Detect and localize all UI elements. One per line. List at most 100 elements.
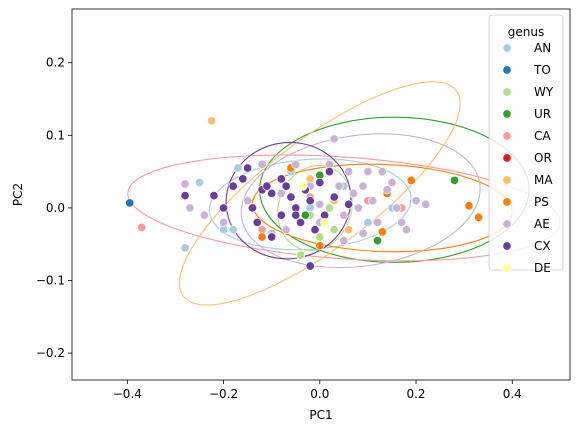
data-point-ma (206, 116, 217, 126)
data-point-wy (329, 225, 339, 235)
data-point-cx (310, 225, 320, 235)
x-axis-label: PC1 (309, 408, 332, 422)
legend-marker-ca (502, 131, 512, 141)
data-point-wy (315, 232, 325, 242)
data-point-cx (286, 192, 296, 202)
legend-label-ma: MA (534, 173, 553, 187)
confidence-ellipse-ae (240, 133, 481, 269)
data-point-cx (252, 217, 262, 228)
legend-label-de: DE (534, 261, 551, 275)
data-point-ae (358, 181, 368, 191)
data-point-ur (300, 210, 310, 220)
data-point-cx (267, 232, 277, 242)
data-point-cx (267, 188, 277, 198)
data-point-an (233, 163, 243, 173)
legend-marker-or (502, 153, 512, 163)
data-point-ae (382, 185, 392, 195)
data-point-cx (243, 163, 253, 173)
point-layer (125, 116, 484, 271)
legend-label-to: TO (533, 63, 551, 77)
legend-marker-wy (502, 87, 512, 97)
y-tick-label: −0.2 (36, 346, 65, 360)
data-point-ae (344, 167, 354, 177)
data-point-cx (238, 174, 248, 184)
data-point-cx (315, 177, 325, 188)
data-point-ps (257, 232, 267, 242)
data-point-cx (276, 174, 286, 184)
legend-label-ps: PS (534, 195, 549, 209)
data-point-cx (228, 181, 238, 191)
data-point-cx (180, 191, 190, 201)
data-point-ps (406, 175, 416, 185)
legend-marker-an (502, 43, 512, 53)
data-point-ps (464, 201, 474, 211)
data-point-ae (372, 217, 383, 228)
data-point-ae (397, 217, 407, 228)
legend-marker-cx (502, 241, 512, 251)
data-point-ps (474, 212, 484, 222)
legend-label-ca: CA (534, 129, 551, 143)
legend-entries: AN TO WY UR CA OR MA PS AE CX DE (502, 41, 554, 275)
data-point-ae (243, 196, 253, 206)
y-axis-label: PC2 (11, 183, 25, 206)
data-point-ae (348, 188, 359, 198)
data-point-ae (281, 225, 291, 235)
data-point-ur (449, 175, 460, 185)
y-tick-label: 0.0 (46, 201, 65, 215)
data-point-cx (262, 181, 272, 191)
data-point-cx (344, 199, 354, 209)
data-point-ae (392, 203, 402, 213)
legend-label-or: OR (534, 151, 552, 165)
confidence-ellipse-ma (178, 81, 461, 306)
y-axis: −0.2 −0.1 0.0 0.1 0.2 (36, 56, 72, 360)
data-point-cx (305, 196, 315, 206)
data-point-ur (372, 236, 383, 246)
data-point-an (228, 225, 238, 235)
data-point-ae (334, 181, 344, 191)
data-point-cx (324, 167, 334, 177)
x-tick-label: 0.0 (310, 387, 329, 401)
data-point-to (125, 198, 135, 208)
x-axis: −0.4 −0.2 0.0 0.2 0.4 (113, 380, 522, 401)
legend-label-an: AN (534, 41, 551, 55)
data-point-cx (291, 210, 301, 220)
data-point-ae (185, 203, 195, 213)
data-point-ae (180, 179, 190, 189)
y-tick-label: 0.2 (46, 56, 65, 70)
data-point-ae (315, 199, 325, 209)
legend-marker-de (502, 263, 512, 273)
data-point-cx (209, 191, 219, 201)
data-point-ae (411, 196, 421, 206)
x-tick-label: −0.4 (113, 387, 142, 401)
data-point-an (194, 177, 205, 188)
legend-box (488, 14, 564, 271)
data-point-ae (219, 217, 229, 228)
data-point-ca (137, 222, 147, 233)
legend-marker-ae (502, 219, 512, 229)
data-point-an (180, 243, 190, 253)
data-point-ae (401, 225, 411, 235)
legend-label-wy: WY (534, 85, 554, 99)
data-point-de (320, 217, 330, 228)
data-point-ps (315, 241, 325, 251)
plot-frame (71, 8, 571, 381)
y-tick-label: −0.1 (36, 274, 65, 288)
data-point-ae (199, 210, 209, 220)
data-point-ae (276, 188, 286, 198)
data-point-ae (291, 159, 301, 169)
x-tick-label: 0.4 (503, 387, 522, 401)
data-point-ae (387, 177, 397, 188)
legend-title: genus (508, 25, 544, 39)
data-point-ae (363, 167, 373, 177)
legend-label-ur: UR (534, 107, 551, 121)
data-point-ae (339, 210, 349, 220)
legend-marker-ur (502, 109, 512, 119)
data-point-ps (377, 227, 387, 237)
data-point-cx (305, 261, 315, 271)
data-point-cx (329, 192, 339, 202)
data-point-cx (219, 203, 229, 213)
y-tick-label: 0.1 (46, 128, 65, 142)
data-point-wy (296, 250, 306, 260)
data-point-an (363, 217, 373, 228)
legend-label-cx: CX (534, 239, 551, 253)
